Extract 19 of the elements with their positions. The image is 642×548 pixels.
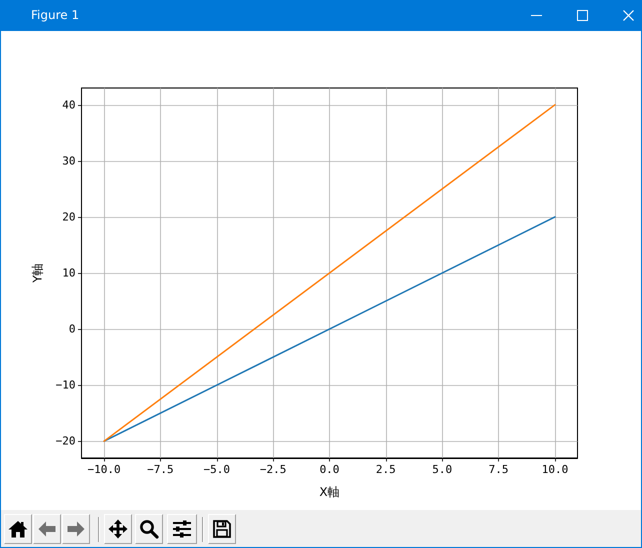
caption: Figure 1 [31, 8, 80, 23]
y-tick-label: 10 [62, 266, 76, 280]
y-tick-label: 20 [62, 210, 76, 224]
x-axis-title: X軸 [319, 485, 340, 499]
x-tick-label: −7.5 [147, 463, 174, 476]
x-tick-label: −2.5 [260, 463, 286, 476]
x-tick-label: 10.0 [542, 463, 568, 476]
x-tick-label: −5.0 [204, 463, 230, 476]
y-tick-label: −20 [56, 434, 76, 448]
y-tick-label: 30 [62, 154, 76, 168]
y-tick-label: −10 [56, 378, 76, 392]
y-tick-label: 0 [68, 322, 76, 336]
x-tick-label: 0.0 [320, 463, 340, 476]
y-axis-title: Y軸 [30, 263, 44, 284]
x-tick-label: 5.0 [432, 463, 452, 476]
x-tick-label: 2.5 [376, 463, 396, 476]
x-tick-label: −10.0 [87, 463, 121, 476]
x-tick-label: 7.5 [488, 463, 509, 476]
y-tick-label: 40 [62, 98, 76, 112]
